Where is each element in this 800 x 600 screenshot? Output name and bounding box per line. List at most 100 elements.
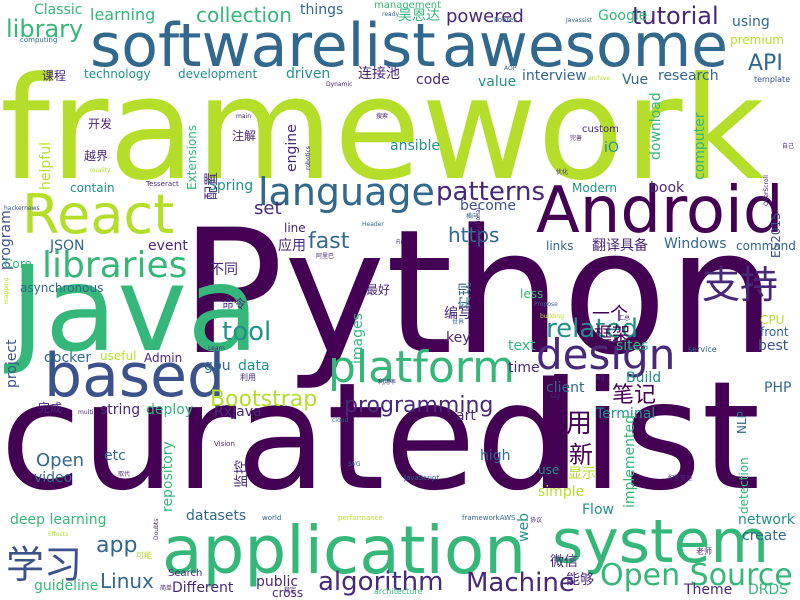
word-management: management <box>374 0 441 11</box>
word-java: Java <box>3 240 259 378</box>
word-interview: interview <box>522 68 587 84</box>
word-cpu: CPU <box>760 313 784 327</box>
word-simple: simple <box>538 484 584 500</box>
word-android: Android <box>536 174 783 248</box>
word-google: Google <box>598 8 647 24</box>
word-building: building <box>540 313 564 320</box>
word-platform: platform <box>328 342 515 393</box>
word-cjk-82: 翻译 <box>592 238 620 254</box>
word-images: images <box>350 313 366 364</box>
word-ng: Ng <box>596 375 604 382</box>
word-powered: powered <box>446 6 524 27</box>
word-web: web <box>516 513 532 542</box>
word-technology: technology <box>84 67 151 81</box>
word-cjk-83: 具备 <box>620 237 648 254</box>
word-cjk-190: 老师 <box>696 546 712 556</box>
word-engine: engine <box>284 124 300 172</box>
word-rxjava: RxJava <box>214 404 262 420</box>
word-using: using <box>732 14 770 30</box>
word-flow: Flow <box>582 502 614 518</box>
word-open-source: Open Source <box>600 558 793 593</box>
word-core: Core <box>4 257 32 271</box>
word-sites: sites <box>616 338 649 354</box>
word-header: Header <box>362 221 384 228</box>
word-public: public <box>256 574 298 590</box>
word-libraries: libraries <box>42 245 187 286</box>
word-cjk-30: 刷新 <box>545 441 593 469</box>
word-learning: learning <box>90 5 155 24</box>
word-create: create <box>742 528 786 544</box>
word-modern: Modern <box>572 181 617 195</box>
word-effects: Effects <box>48 531 68 538</box>
word-etc: etc <box>104 448 126 464</box>
word-theme: Theme <box>683 582 732 598</box>
word-architecture: architecture <box>374 587 422 596</box>
word-awesome: awesome <box>442 11 728 81</box>
word-cjk-93: 命令 <box>222 296 246 311</box>
word-premium: premium <box>730 33 784 47</box>
word-cjk-120: 监控 <box>234 460 250 488</box>
word-set: set <box>254 198 282 219</box>
word-extensions: Extensions <box>185 125 199 190</box>
word-cjk-175: 利用 <box>240 372 256 382</box>
word-cjk-80: 应用 <box>278 237 306 254</box>
word-detection: detection <box>737 457 751 514</box>
word-say: say <box>550 393 561 400</box>
word-cjk-189: 协议 <box>530 516 542 524</box>
word-driven: driven <box>286 66 330 82</box>
word-contain: contain <box>70 181 115 195</box>
word-multi: multi <box>78 409 94 416</box>
word-network: network <box>738 512 796 528</box>
word-cjk-18: 学习 <box>6 543 82 587</box>
word-cjk-92: 实现 <box>458 282 474 310</box>
word-cjk-62: 注解 <box>232 128 256 143</box>
word-ansible: ansible <box>390 138 440 154</box>
word-guideline: guideline <box>34 578 98 594</box>
word-best: best <box>758 338 789 354</box>
word-deploy: deploy <box>146 402 193 418</box>
word-cjk-163: 横向 <box>466 212 478 220</box>
word-collection: collection <box>196 3 292 27</box>
word-bootstrap: Bootstrap <box>210 387 317 412</box>
word-cjk-60: 开发 <box>88 116 112 131</box>
word-custom: custom <box>582 124 619 135</box>
word-list: list <box>540 350 760 524</box>
word-related: related <box>546 314 638 344</box>
word-linux: Linux <box>100 569 154 593</box>
word-helpful: helpful <box>38 142 54 190</box>
word-learn: Learn <box>208 345 225 352</box>
word-algorithm: algorithm <box>318 567 443 597</box>
word-archive: archive <box>588 75 610 82</box>
word-programming: programming <box>344 393 493 418</box>
word-cjk-89: 不同 <box>210 262 238 278</box>
word-app: app <box>96 533 137 558</box>
word-terminal: Terminal <box>595 406 655 422</box>
word-build: Build <box>626 370 661 386</box>
word-gpu: gpu <box>204 358 231 374</box>
word-development: development <box>178 67 257 81</box>
word-high: high <box>480 448 511 464</box>
word-https: https <box>448 223 499 247</box>
word-string: string <box>100 402 140 418</box>
word-event: event <box>148 238 188 254</box>
word-art: art <box>456 408 476 424</box>
word-system: system <box>552 507 769 577</box>
word-book: book <box>650 180 685 196</box>
word-fir: Fir <box>396 239 404 246</box>
word-based: based <box>44 341 225 411</box>
word-cjk-172: 汇总 <box>618 314 630 322</box>
word-less: less <box>520 287 543 301</box>
word-cjk-185: 配置管理 <box>668 474 692 482</box>
word-useful: useful <box>100 349 136 363</box>
word-cjk-154: 完善 <box>570 134 582 142</box>
word-asynchronous: asynchronous <box>20 281 103 295</box>
word-cjk-72: 配置 <box>204 172 220 200</box>
word-cjk-59: 课程 <box>42 68 66 83</box>
word-framework: framework <box>0 47 765 212</box>
word-cjk-133: 微信 <box>550 554 578 570</box>
word-world: world <box>262 514 281 522</box>
word-cjk-90: 最好 <box>366 283 390 297</box>
word-front: front <box>760 325 789 339</box>
word-php: PHP <box>764 380 791 396</box>
word-cjk-15: 支持 <box>702 263 778 307</box>
